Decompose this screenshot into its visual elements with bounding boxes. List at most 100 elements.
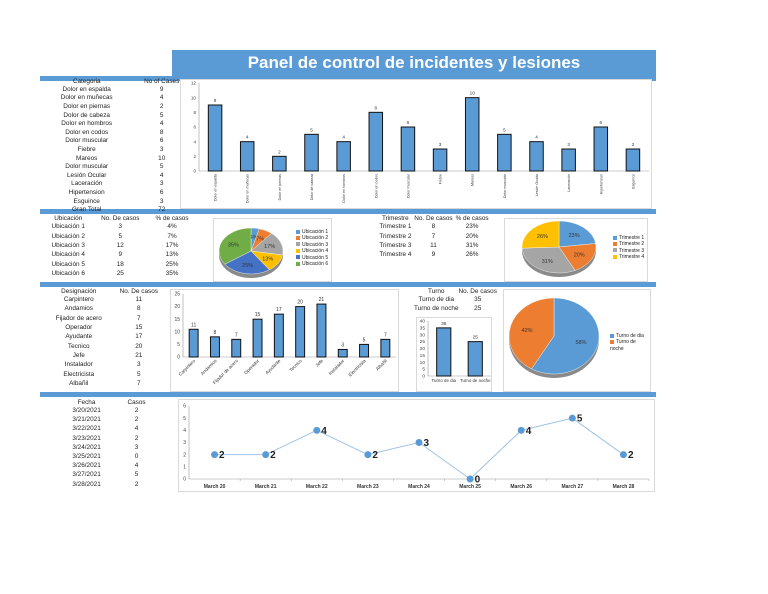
pie-slice	[531, 297, 600, 375]
table-cell: 12	[116, 241, 124, 249]
table-cell: Ayudante	[65, 333, 93, 341]
table-header: Trimestre No. De casos% de casos	[378, 215, 490, 222]
designacion-table: Designación No. De casos Carpintero 11 Andam…	[46, 288, 166, 388]
legend-item: Turno de dia	[610, 333, 650, 339]
turno-pie-chart: 58% 42% Turno de dia Turno de noche	[503, 289, 651, 392]
table-row: Trimestre 4 9 26%	[378, 250, 490, 259]
data-label: 5	[363, 337, 366, 343]
table-cell: Ubicación 3	[51, 241, 85, 249]
table-header: Designación No. De casos	[46, 288, 166, 295]
legend-label: Turno de noche	[610, 339, 636, 352]
table-cell: 18	[116, 260, 124, 268]
pie-slice	[558, 220, 596, 248]
x-tick-label: Turno de noche	[460, 378, 491, 383]
legend-item: Trimestre 1	[613, 235, 644, 241]
table-cell: 3/22/2021	[72, 425, 101, 433]
column-header: % de casos	[455, 215, 489, 222]
data-label: 26%	[537, 234, 548, 240]
y-tick-label: 2	[183, 452, 186, 458]
turno-legend: Turno de dia Turno de noche	[610, 333, 650, 352]
table-cell: Trimestre 1	[379, 223, 412, 231]
trimestre-chart-svg: 23% 20% 31% 26%	[521, 220, 597, 277]
legend-label: Trimestre 4	[619, 254, 645, 261]
table-row: Fijador de acero 7	[46, 314, 166, 323]
table-row: Trimestre 1 8 23%	[378, 222, 490, 231]
data-label: 5	[310, 127, 313, 132]
table-cell: 9	[159, 85, 164, 93]
data-point	[262, 451, 270, 459]
x-tick-label: Fiebre	[439, 174, 443, 184]
table-cell: 8	[136, 305, 141, 313]
table-cell: Dolor muscular	[65, 137, 109, 145]
column-header: Fecha	[77, 399, 96, 406]
table-cell: 15	[135, 324, 143, 332]
pie-slice	[521, 246, 576, 274]
y-tick-label: 0	[193, 169, 196, 174]
legend-swatch	[613, 254, 617, 259]
legend-label: Turno de dia	[616, 333, 644, 339]
y-tick-label: 6	[193, 125, 196, 130]
designacion-chart-svg: 051015202511Carpintero8Andamios7Fijador …	[174, 292, 396, 385]
table-cell: Ubicación 2	[51, 232, 85, 240]
x-tick-label: Mareos	[471, 174, 475, 186]
bar	[359, 343, 370, 358]
x-tick-label: Tecnico	[288, 358, 303, 373]
legend-swatch	[296, 229, 300, 234]
table-cell: Jefe	[72, 351, 85, 359]
x-tick-label: Operador	[243, 358, 261, 376]
y-tick-label: 6	[183, 404, 186, 410]
x-tick-label: Dolor en espalda	[214, 174, 218, 201]
y-tick-label: 12	[191, 81, 197, 86]
table-cell: 5	[118, 232, 123, 240]
y-tick-label: 0	[183, 477, 186, 483]
data-label: 7	[384, 332, 387, 338]
data-label: 25%	[242, 263, 253, 269]
x-tick-label: Hipertension	[599, 174, 603, 194]
table-cell: Fijador de acero	[55, 314, 102, 322]
series-line	[214, 417, 624, 480]
legend-swatch	[296, 236, 300, 241]
y-tick-label: 3	[183, 440, 186, 446]
legend-item: Turno de noche	[610, 339, 650, 352]
table-cell: Andamios	[64, 305, 93, 313]
x-tick-label: Albañil	[375, 358, 388, 371]
data-label: 2	[278, 149, 281, 154]
y-tick-label: 35	[420, 325, 426, 331]
fecha-table: Fecha Casos 3/20/2021 2 3/21/2021 2 3/22/2021 4…	[56, 399, 156, 489]
table-cell: Dolor en codos	[65, 128, 109, 136]
legend-item: Trimestre 4	[613, 254, 644, 260]
bar	[273, 313, 284, 358]
ubicacion-table: Ubicación No. De casos% de casos Ubicación…	[44, 215, 196, 278]
legend-swatch	[610, 333, 614, 338]
table-cell: Dolor muscular	[65, 163, 109, 171]
table-cell: Electricista	[63, 370, 95, 378]
bar	[368, 111, 384, 172]
table-row: Dolor en piernas 2	[42, 102, 192, 111]
bar	[272, 155, 287, 172]
table-cell: 3/26/2021	[72, 462, 101, 470]
pie-slice	[508, 297, 555, 370]
categoria-bar-chart: 0 2 4 6 8 10 12 9 Dolor en espalda 4 Dolor en muñe…	[180, 79, 652, 209]
data-point	[466, 475, 474, 483]
bar	[436, 327, 452, 377]
legend-item: Ubicación 4	[296, 248, 328, 254]
legend-item: Ubicación 1	[296, 229, 328, 235]
legend-swatch	[613, 242, 617, 247]
x-tick-label: March 25	[459, 484, 481, 490]
table-cell: Dolor en espalda	[62, 85, 111, 93]
x-tick-label: March 22	[306, 484, 328, 490]
x-tick-label: Jefe	[314, 358, 324, 368]
table-cell: Ubicación 1	[51, 223, 85, 231]
table-cell: 4%	[167, 223, 177, 231]
y-tick-label: 8	[193, 110, 196, 115]
table-row: Operador 15	[46, 323, 166, 332]
column-header: Casos	[127, 399, 146, 406]
data-label: 17%	[264, 244, 275, 250]
bar	[207, 104, 223, 172]
column-header: Ubicación	[54, 215, 83, 222]
data-label: 17	[276, 307, 282, 313]
data-label: 3	[567, 142, 570, 147]
data-label: 3	[439, 142, 442, 147]
data-label: 5	[577, 414, 583, 425]
data-label: 7%	[256, 236, 264, 242]
